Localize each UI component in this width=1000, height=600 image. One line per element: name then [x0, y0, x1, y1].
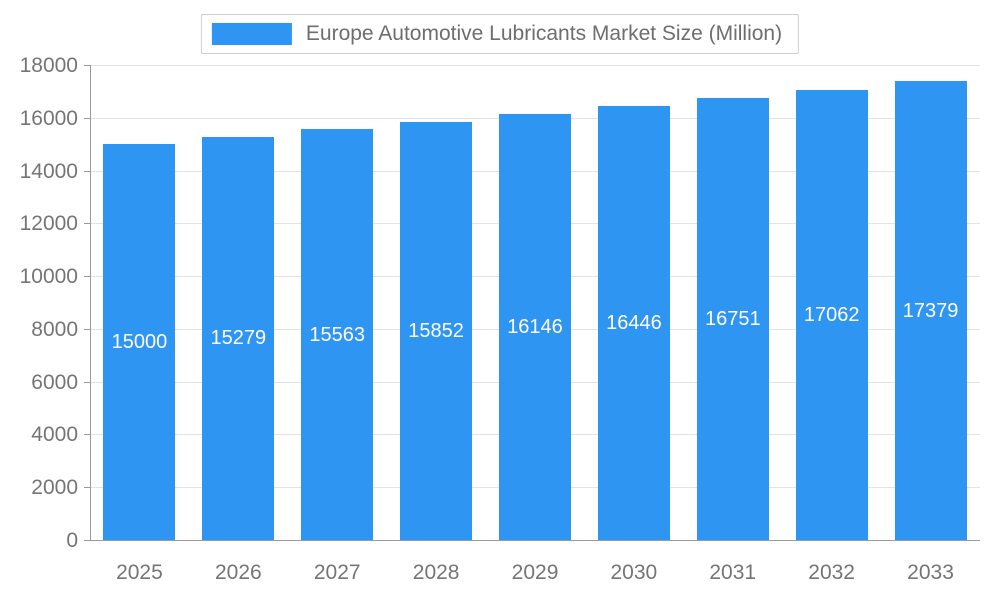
- y-tick-label: 10000: [19, 265, 78, 288]
- bar-value-label: 16446: [606, 312, 662, 334]
- y-tick-label: 16000: [19, 107, 78, 130]
- y-tick-mark: [84, 118, 90, 119]
- legend[interactable]: Europe Automotive Lubricants Market Size…: [200, 14, 800, 54]
- x-tick-label: 2031: [709, 561, 757, 584]
- y-tick-mark: [84, 276, 90, 277]
- bar: [696, 98, 769, 540]
- bar: [597, 106, 670, 540]
- bar: [795, 89, 868, 540]
- bar-value-label: 16751: [704, 308, 761, 330]
- y-tick-mark: [84, 65, 90, 66]
- y-tick-label: 6000: [31, 371, 78, 394]
- bar-value-label: 15852: [408, 319, 464, 342]
- y-tick-label: 8000: [31, 318, 78, 341]
- y-tick-mark: [84, 223, 90, 224]
- bar-value-label: 17379: [902, 299, 959, 322]
- y-tick-label: 0: [66, 529, 78, 552]
- y-axis-line: [90, 65, 91, 540]
- gridline: [90, 65, 980, 66]
- y-tick-mark: [84, 171, 90, 172]
- bar-value-label: 15279: [210, 327, 267, 350]
- x-tick-label: 2028: [412, 561, 460, 584]
- legend-label: Europe Automotive Lubricants Market Size…: [305, 22, 783, 45]
- y-tick-mark: [84, 382, 90, 383]
- y-tick-mark: [84, 329, 90, 330]
- y-tick-label: 14000: [19, 160, 78, 183]
- bar: [400, 121, 473, 540]
- x-tick-label: 2027: [313, 561, 361, 584]
- y-tick-label: 4000: [31, 423, 78, 446]
- bar: [202, 136, 275, 540]
- x-axis-line: [90, 540, 980, 541]
- bar-value-label: 17062: [803, 303, 860, 326]
- y-tick-label: 18000: [19, 54, 78, 77]
- bar-value-label: 15563: [309, 323, 365, 346]
- bar: [103, 144, 176, 540]
- x-tick-label: 2030: [610, 561, 658, 584]
- x-tick-label: 2025: [116, 561, 163, 584]
- legend-swatch: [211, 23, 292, 45]
- bar-value-label: 15000: [111, 331, 168, 354]
- bar: [499, 113, 571, 540]
- y-tick-label: 12000: [19, 212, 78, 235]
- y-tick-mark: [84, 487, 90, 488]
- bar: [894, 81, 967, 540]
- y-tick-mark: [84, 434, 90, 435]
- bar-value-label: 16146: [507, 316, 563, 338]
- x-tick-label: 2033: [907, 561, 954, 584]
- x-tick-label: 2032: [808, 561, 855, 584]
- x-tick-label: 2029: [511, 561, 559, 584]
- bar: [301, 129, 374, 540]
- x-tick-label: 2026: [214, 561, 262, 584]
- y-tick-label: 2000: [31, 476, 78, 499]
- y-tick-mark: [84, 540, 90, 541]
